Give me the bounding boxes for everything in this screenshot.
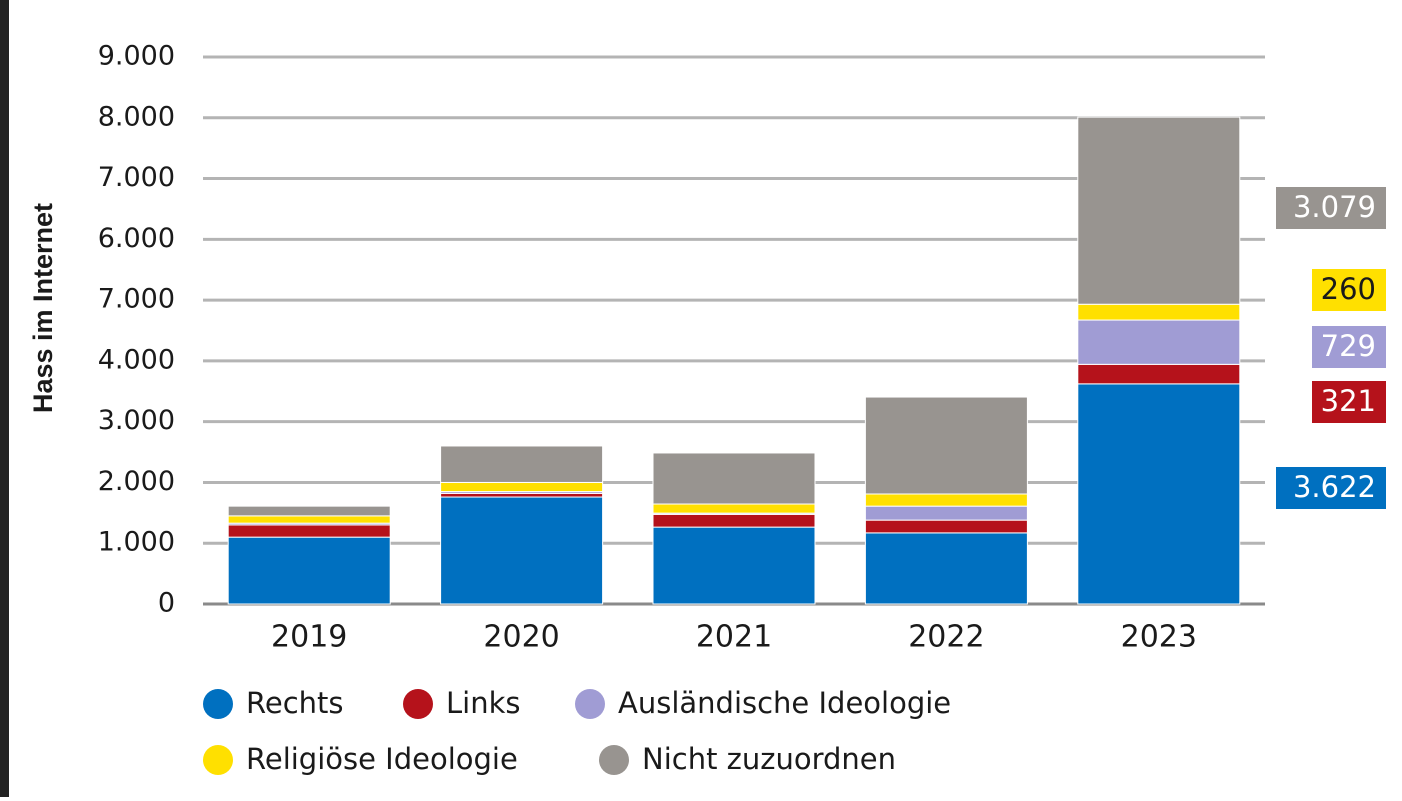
bar-segment bbox=[652, 513, 816, 528]
bar-segment bbox=[864, 532, 1028, 605]
legend-label: Links bbox=[446, 686, 521, 720]
y-tick-label: 6.000 bbox=[98, 223, 175, 254]
y-axis-label: Hass im Internet bbox=[28, 203, 58, 413]
bar-segment bbox=[652, 526, 816, 605]
y-tick-label: 7.000 bbox=[98, 162, 175, 193]
value-label-box bbox=[1312, 381, 1386, 423]
legend-label: Nicht zuzuordnen bbox=[642, 742, 896, 776]
y-tick-label: 1.000 bbox=[98, 527, 175, 558]
value-label: 3.079 bbox=[1293, 190, 1376, 224]
legend-label: Ausländische Ideologie bbox=[618, 686, 951, 720]
bar-segment bbox=[227, 505, 391, 517]
value-label-box bbox=[1276, 187, 1386, 229]
bar-segment bbox=[864, 519, 1028, 534]
y-tick-label: 0 bbox=[158, 588, 175, 619]
x-tick-label: 2019 bbox=[271, 620, 347, 655]
value-label-box bbox=[1312, 326, 1386, 368]
y-tick-label: 7.000 bbox=[98, 284, 175, 315]
bar-segment bbox=[1077, 363, 1241, 385]
bar-segment bbox=[864, 396, 1028, 495]
bar-segment bbox=[1077, 116, 1241, 305]
bar-segment bbox=[227, 536, 391, 605]
bar-segment bbox=[652, 503, 816, 514]
value-label: 3.622 bbox=[1293, 470, 1376, 504]
bar-segment bbox=[864, 505, 1028, 521]
left-border bbox=[0, 0, 9, 797]
legend-swatch bbox=[203, 689, 233, 719]
value-label: 321 bbox=[1321, 384, 1376, 418]
legend-swatch bbox=[599, 745, 629, 775]
y-tick-label: 9.000 bbox=[98, 41, 175, 72]
legend-label: Religiöse Ideologie bbox=[246, 742, 518, 776]
value-label-box bbox=[1276, 467, 1386, 509]
bar-segment bbox=[440, 496, 604, 605]
bar-segment bbox=[1077, 319, 1241, 365]
bar-segment bbox=[227, 524, 391, 538]
legend-swatch bbox=[575, 689, 605, 719]
x-tick-label: 2021 bbox=[696, 620, 772, 655]
x-tick-label: 2020 bbox=[483, 620, 559, 655]
legend-label: Rechts bbox=[246, 686, 344, 720]
bar-segment bbox=[227, 515, 391, 524]
y-tick-label: 3.000 bbox=[98, 405, 175, 436]
bar-segment bbox=[440, 445, 604, 483]
bar-segment bbox=[864, 493, 1028, 507]
x-tick-label: 2023 bbox=[1121, 620, 1197, 655]
value-label-box bbox=[1312, 269, 1386, 311]
legend-swatch bbox=[403, 689, 433, 719]
y-tick-label: 8.000 bbox=[98, 101, 175, 132]
bar-segment bbox=[440, 492, 604, 498]
bar-segment bbox=[652, 452, 816, 505]
bar-segment bbox=[1077, 303, 1241, 321]
y-tick-label: 4.000 bbox=[98, 344, 175, 375]
legend-swatch bbox=[203, 745, 233, 775]
x-tick-label: 2022 bbox=[908, 620, 984, 655]
y-tick-label: 2.000 bbox=[98, 466, 175, 497]
value-label: 729 bbox=[1321, 329, 1376, 363]
bar-segment bbox=[440, 481, 604, 493]
value-label: 260 bbox=[1321, 272, 1376, 306]
bar-segment bbox=[1077, 383, 1241, 605]
